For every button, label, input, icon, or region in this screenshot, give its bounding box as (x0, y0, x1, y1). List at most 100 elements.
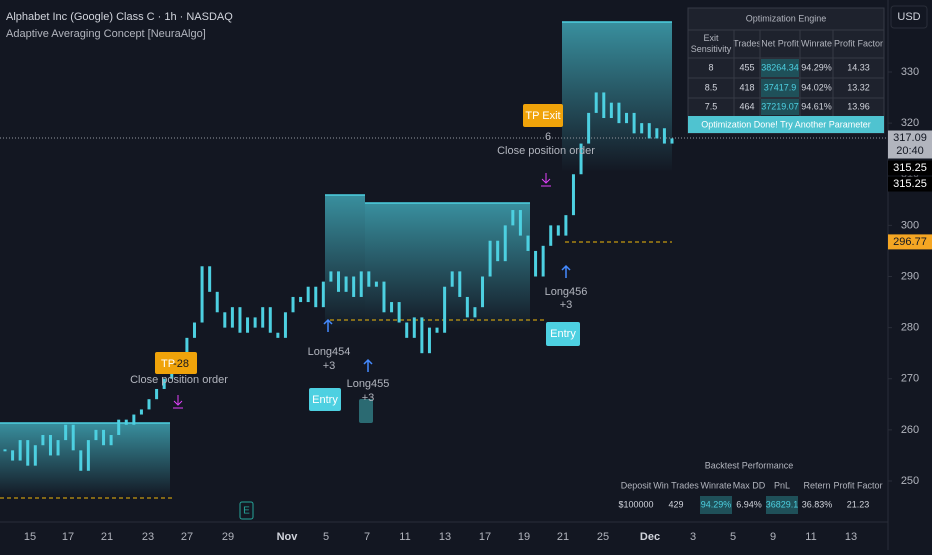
x-tick-label: 25 (597, 531, 609, 543)
table-cell: 13.32 (847, 82, 870, 92)
x-tick-label: 17 (62, 531, 74, 543)
candle (367, 271, 371, 287)
candle (306, 286, 310, 303)
candle (594, 92, 598, 113)
cell-highlight (700, 496, 732, 514)
candle (382, 281, 386, 313)
candle (625, 112, 629, 124)
cell-highlight (761, 79, 799, 97)
candle (556, 225, 560, 236)
candle (268, 307, 272, 333)
x-tick-label: 11 (399, 531, 410, 543)
table-cell: 37219.07 (761, 101, 799, 111)
candle (412, 317, 416, 338)
currency[interactable]: USD (897, 11, 920, 23)
candle (33, 445, 37, 466)
order-id: Long455 (347, 378, 390, 390)
backtest-table: Backtest Performance Deposit Win Trades Win… (618, 460, 883, 514)
candle (41, 434, 45, 446)
candle (443, 286, 447, 333)
table-cell: 14.33 (847, 62, 870, 72)
candle (314, 286, 318, 308)
candle (397, 302, 401, 323)
candle (86, 440, 90, 471)
table-title: Optimization Engine (746, 13, 827, 23)
close-order: Close position order (130, 374, 228, 386)
y-tick-label: 300 (901, 219, 919, 231)
candle (655, 128, 659, 139)
candle (56, 440, 60, 456)
x-tick-label: 9 (770, 531, 776, 543)
symbol-title: Alphabet Inc (Google) Class C · 1h · NAS… (6, 11, 233, 23)
candle (579, 143, 583, 175)
candle (291, 296, 295, 313)
price-label: 315.25 (893, 162, 927, 174)
candle (359, 271, 363, 297)
y-tick-label: 330 (901, 66, 919, 78)
column-header: Net Profit (761, 38, 799, 48)
candle (94, 429, 98, 441)
table-cell: 418 (739, 82, 754, 92)
currency-button[interactable] (890, 5, 928, 29)
candle (488, 240, 492, 277)
table-cell: 8.5 (705, 82, 718, 92)
candle (102, 429, 106, 446)
x-tick-label: 21 (557, 531, 569, 543)
candle (518, 210, 522, 236)
order-qty: +3 (323, 360, 336, 372)
price-label-box (888, 130, 932, 159)
candle (253, 317, 257, 328)
candle (511, 210, 515, 226)
zone-edge (0, 21, 672, 424)
exit-arrow (173, 395, 183, 409)
earnings-icon[interactable] (239, 501, 254, 520)
candle (155, 388, 159, 400)
candle (208, 266, 212, 292)
y-tick-label: 250 (901, 475, 919, 487)
candle (64, 424, 68, 441)
candle (26, 440, 30, 466)
cell-highlight (766, 496, 798, 514)
candle (3, 449, 7, 452)
price-label: 315.25 (893, 178, 927, 190)
earnings-text[interactable]: E (243, 506, 250, 517)
x-tick-label: 3 (690, 531, 696, 543)
x-tick-label: Nov (277, 531, 299, 543)
x-tick-label: 27 (181, 531, 193, 543)
candle (503, 225, 507, 262)
price-label: 317.09 (893, 132, 927, 144)
x-tick-label: 13 (845, 531, 857, 543)
footer-bg (688, 116, 884, 133)
tp-text: TP (161, 358, 175, 370)
candle (534, 250, 538, 277)
candle (427, 327, 431, 354)
x-tick-label: 21 (101, 531, 113, 543)
tp-label (155, 352, 197, 374)
annotations: TP Exit 6 Close position order TP -28 Cl… (130, 104, 595, 520)
candle (79, 450, 83, 471)
table-cell: 8 (708, 62, 713, 72)
order-qty: +3 (560, 299, 573, 311)
x-tick-label: 13 (439, 531, 451, 543)
zone (0, 423, 170, 498)
candle (374, 281, 378, 287)
tp-label (523, 104, 563, 127)
candle (71, 424, 75, 451)
candle (670, 138, 674, 144)
column-header: Profit Factor (834, 38, 883, 48)
candle (640, 123, 644, 134)
candle (337, 271, 340, 292)
table-cell: 464 (739, 101, 754, 111)
candle (458, 271, 462, 297)
table-cell: 38264.34 (761, 62, 799, 72)
table-footer: Optimization Done! Try Another Parameter (701, 119, 871, 129)
candle (192, 322, 196, 338)
y-tick-label: 280 (901, 322, 919, 334)
zone (365, 203, 530, 330)
candle (541, 245, 545, 277)
x-tick-label: 7 (364, 531, 370, 543)
candle (617, 102, 621, 124)
price-label: 296.77 (893, 236, 927, 248)
y-tick-label: 290 (901, 270, 919, 282)
